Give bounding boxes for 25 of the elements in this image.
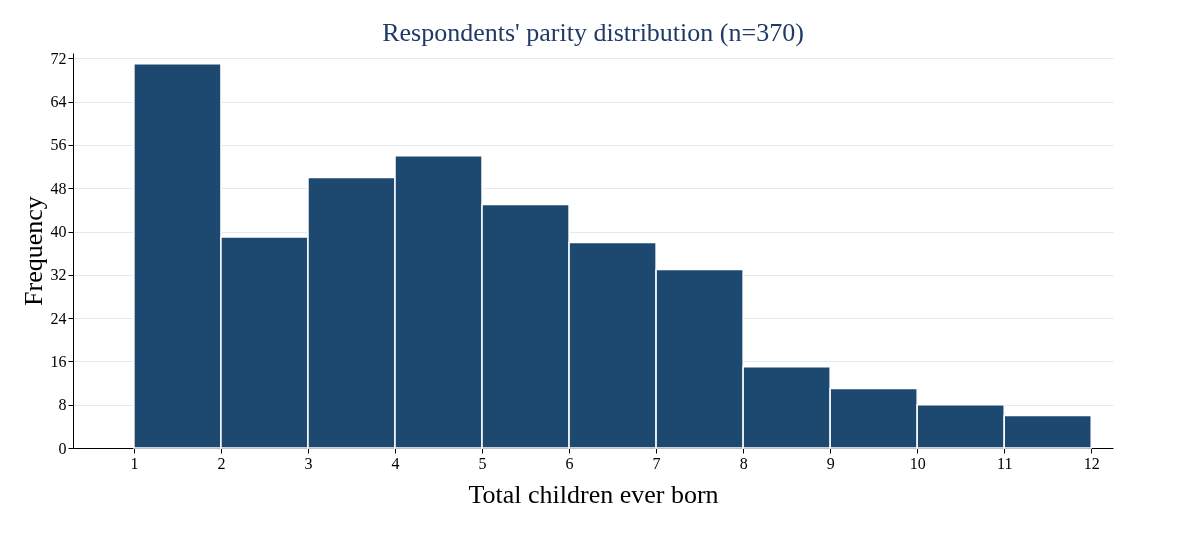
y-tick-label: 64 [50, 93, 67, 111]
x-tick-label: 1 [130, 454, 139, 472]
x-tick-label: 2 [217, 454, 226, 472]
x-tick-label: 8 [739, 454, 748, 472]
x-tick-label: 6 [565, 454, 574, 472]
y-tick-label: 24 [50, 309, 67, 327]
x-tick-label: 7 [652, 454, 661, 472]
x-tick-label: 10 [909, 454, 926, 472]
y-tick-label: 40 [50, 223, 67, 241]
y-tick-label: 8 [58, 396, 67, 414]
y-tick-label: 16 [50, 352, 67, 370]
y-axis-title: Frequency [18, 196, 48, 306]
x-tick-label: 4 [391, 454, 400, 472]
x-tick-label: 12 [1083, 454, 1100, 472]
y-tick-label: 56 [50, 136, 67, 154]
x-tick-label: 3 [304, 454, 313, 472]
chart-title: Respondents' parity distribution (n=370) [382, 18, 804, 48]
y-tick-label: 48 [50, 179, 67, 197]
y-tick-label: 32 [50, 266, 67, 284]
x-tick-label: 11 [997, 454, 1013, 472]
y-tick-label: 0 [58, 439, 67, 457]
x-axis-title: Total children ever born [468, 479, 719, 509]
y-tick-label: 72 [50, 49, 67, 67]
x-tick-label: 5 [478, 454, 487, 472]
x-tick-label: 9 [826, 454, 835, 472]
